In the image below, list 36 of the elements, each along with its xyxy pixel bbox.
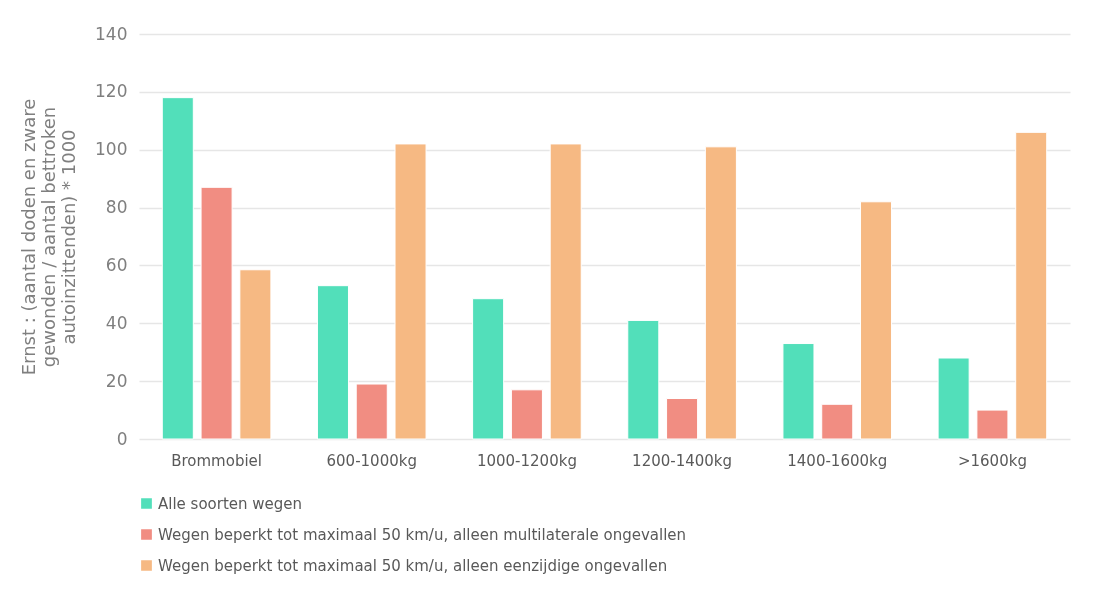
x-tick-label: >1600kg bbox=[957, 451, 1027, 470]
bar bbox=[1015, 131, 1048, 440]
y-tick-label: 60 bbox=[105, 254, 128, 275]
bar bbox=[821, 403, 854, 440]
y-tick-label: 80 bbox=[105, 197, 128, 218]
x-tick-label: 1200-1400kg bbox=[632, 451, 733, 470]
bar bbox=[704, 146, 737, 440]
bar bbox=[549, 143, 582, 440]
bar bbox=[316, 285, 349, 440]
bar bbox=[782, 343, 815, 440]
y-axis-title: Ernst : (aantal doden en zware gewonden / aantal bettroken autoinzittenden) * 1000 bbox=[18, 98, 80, 376]
x-tick-label: 1000-1200kg bbox=[476, 451, 577, 470]
y-tick-label: 40 bbox=[105, 312, 128, 333]
legend-label: Alle soorten wegen bbox=[158, 494, 303, 513]
y-tick-label: 0 bbox=[116, 428, 128, 449]
y-tick-label: 120 bbox=[95, 81, 128, 102]
x-tick-label: Brommobiel bbox=[171, 451, 262, 470]
legend-label: Wegen beperkt tot maximaal 50 km/u, alleen eenzijdige ongevallen bbox=[158, 556, 668, 575]
bar bbox=[472, 298, 505, 440]
bar bbox=[666, 398, 699, 440]
x-tick-label: 600-1000kg bbox=[326, 451, 417, 470]
bar bbox=[860, 201, 893, 440]
bar bbox=[355, 383, 388, 440]
bar bbox=[510, 389, 543, 440]
bar bbox=[937, 357, 970, 440]
y-tick-label: 140 bbox=[95, 23, 128, 44]
bar bbox=[976, 409, 1009, 440]
bar bbox=[239, 269, 272, 440]
bar bbox=[200, 186, 233, 440]
bar bbox=[161, 97, 194, 440]
bar bbox=[627, 319, 660, 440]
y-tick-label: 100 bbox=[95, 139, 128, 160]
bar bbox=[394, 143, 427, 440]
legend-label: Wegen beperkt tot maximaal 50 km/u, alleen multilaterale ongevallen bbox=[158, 525, 687, 544]
x-tick-label: 1400-1600kg bbox=[787, 451, 888, 470]
y-tick-label: 20 bbox=[105, 370, 128, 391]
